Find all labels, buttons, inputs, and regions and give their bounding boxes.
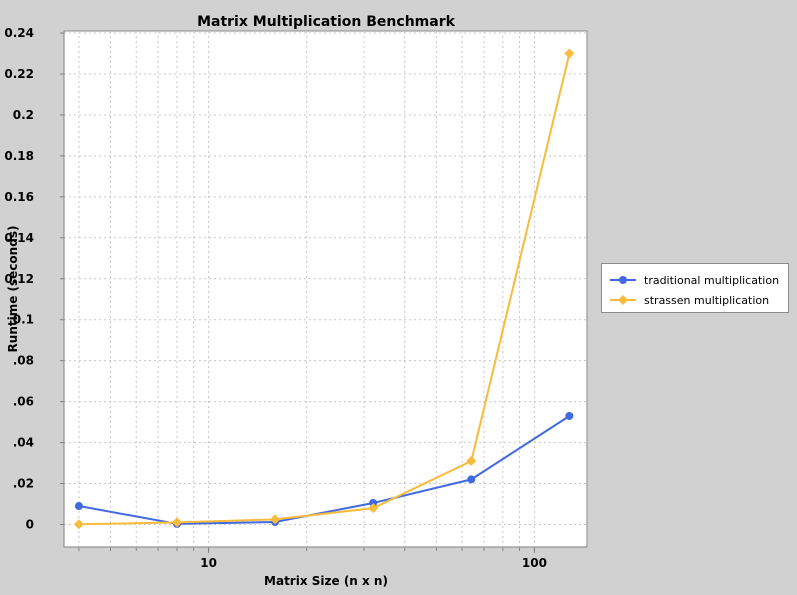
legend-item-strassen: strassen multiplication [610, 291, 769, 309]
data-point-strassen [564, 48, 575, 59]
x-tick-label: 100 [522, 556, 547, 570]
y-tick-label: 0.2 [13, 108, 34, 122]
legend-swatch-traditional [610, 276, 636, 284]
series-line-strassen [78, 53, 571, 526]
legend-label-traditional: traditional multiplication [644, 273, 780, 287]
chart-title: Matrix Multiplication Benchmark [197, 14, 456, 30]
y-tick-label: 0.24 [4, 26, 34, 40]
data-point-strassen [270, 514, 281, 525]
y-tick-label: 0.18 [4, 149, 34, 163]
plot-area [63, 30, 588, 548]
axis-layer: 0 .02 .04 .06 .08 0.1 0.12 0.14 0.16 0.18 0.2 0.22 0… [4, 26, 587, 570]
y-tick-label: .06 [13, 395, 34, 409]
x-tick-label: 10 [200, 556, 217, 570]
data-point-strassen [466, 456, 477, 466]
data-point-traditional [467, 475, 476, 484]
data-point-strassen [171, 517, 182, 528]
y-tick-label: 0.16 [4, 190, 34, 204]
series-layer [73, 48, 575, 530]
y-axis-label: Runtime (seconds) [6, 226, 20, 353]
data-point-traditional [369, 498, 378, 507]
y-tick-label: .04 [13, 436, 34, 450]
legend: traditional multiplication strassen mult… [601, 263, 789, 313]
y-tick-label: 0.12 [4, 272, 34, 286]
y-tick-label: .08 [13, 354, 34, 368]
legend-item-traditional: traditional multiplication [610, 271, 779, 289]
y-tick-label: .02 [13, 477, 34, 491]
data-point-traditional [74, 502, 83, 511]
y-tick-label: 0.14 [4, 231, 34, 245]
y-tick-label: 0.22 [4, 67, 34, 81]
y-tick-label: 0.1 [13, 313, 34, 327]
grid-layer [64, 31, 587, 547]
legend-label-strassen: strassen multiplication [644, 293, 770, 307]
x-axis-label: Matrix Size (n x n) [264, 574, 388, 588]
legend-swatch-strassen [610, 295, 636, 305]
data-point-traditional [565, 411, 574, 420]
y-tick-label: 0 [26, 517, 34, 531]
series-line-traditional [78, 415, 570, 525]
data-point-strassen [368, 503, 379, 514]
data-point-strassen [73, 519, 84, 530]
